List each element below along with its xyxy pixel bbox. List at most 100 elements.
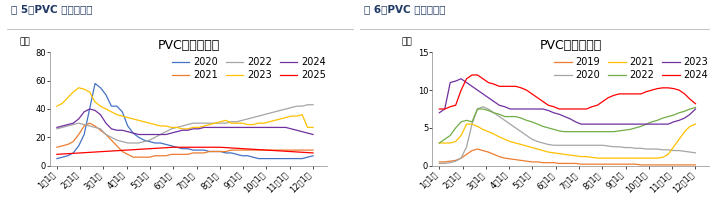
2022 — [227, 120, 235, 123]
2023 — [604, 123, 612, 125]
2022 — [490, 111, 498, 114]
2020 — [91, 82, 99, 85]
2021 — [216, 150, 225, 153]
2019 — [637, 164, 645, 166]
2023 — [123, 116, 132, 119]
2021 — [96, 129, 105, 131]
2020 — [53, 157, 61, 160]
2020 — [102, 94, 111, 96]
2024 — [560, 108, 569, 110]
2021 — [484, 130, 493, 133]
2020 — [271, 157, 279, 160]
Line: 2025: 2025 — [57, 147, 313, 154]
2021 — [292, 149, 301, 151]
2024 — [102, 122, 111, 124]
2023 — [528, 108, 536, 110]
2024 — [309, 133, 317, 136]
2021 — [63, 143, 72, 146]
2022 — [162, 130, 170, 133]
2020 — [74, 145, 83, 147]
2021 — [195, 152, 203, 154]
2024 — [647, 89, 656, 91]
2021 — [620, 157, 629, 159]
2023 — [680, 117, 689, 119]
2020 — [200, 149, 208, 151]
2024 — [227, 126, 235, 129]
2021 — [610, 157, 618, 159]
2022 — [205, 122, 214, 124]
2022 — [232, 120, 241, 123]
2021 — [178, 153, 187, 156]
2022 — [129, 142, 138, 144]
2022 — [303, 103, 312, 106]
2024 — [511, 85, 520, 88]
2020 — [555, 144, 563, 146]
2020 — [86, 108, 94, 110]
2020 — [528, 138, 536, 141]
2020 — [80, 133, 88, 136]
2022 — [566, 130, 575, 133]
2019 — [670, 164, 678, 166]
2021 — [156, 154, 165, 157]
2021 — [265, 149, 274, 151]
2020 — [571, 144, 580, 146]
2024 — [53, 126, 61, 129]
2023 — [195, 126, 203, 129]
2023 — [178, 128, 187, 130]
2019 — [631, 163, 640, 165]
2020 — [451, 160, 460, 162]
2023 — [282, 116, 290, 119]
2019 — [610, 163, 618, 165]
2020 — [626, 146, 635, 149]
2022 — [53, 128, 61, 130]
2020 — [593, 144, 602, 146]
2019 — [478, 149, 487, 152]
2024 — [598, 100, 607, 103]
2021 — [446, 142, 454, 144]
2024 — [680, 93, 689, 95]
2024 — [435, 108, 443, 110]
2019 — [593, 163, 602, 165]
2023 — [287, 115, 295, 117]
2024 — [506, 85, 515, 88]
2024 — [522, 89, 530, 91]
2024 — [145, 133, 154, 136]
2024 — [162, 133, 170, 136]
2021 — [123, 153, 132, 156]
2023 — [522, 108, 530, 110]
Line: 2024: 2024 — [439, 75, 695, 109]
2022 — [511, 115, 520, 118]
2025 — [193, 146, 201, 149]
2024 — [232, 126, 241, 129]
2022 — [615, 130, 623, 132]
2023 — [298, 113, 307, 116]
2023 — [550, 111, 558, 114]
2019 — [598, 163, 607, 165]
2022 — [457, 121, 466, 123]
2022 — [210, 122, 219, 124]
Text: 图 5：PVC 电石法库存: 图 5：PVC 电石法库存 — [11, 4, 92, 14]
Text: 图 6：PVC 乙烯法库存: 图 6：PVC 乙烯法库存 — [364, 4, 445, 14]
2024 — [69, 122, 78, 124]
2023 — [484, 96, 493, 99]
2023 — [674, 119, 683, 122]
2020 — [58, 156, 66, 158]
2020 — [446, 161, 454, 164]
2020 — [107, 105, 116, 107]
2021 — [162, 154, 170, 157]
2019 — [571, 162, 580, 165]
2024 — [205, 126, 214, 129]
2024 — [473, 74, 482, 76]
2019 — [457, 157, 466, 159]
2019 — [495, 155, 503, 158]
2024 — [271, 126, 279, 129]
2021 — [287, 149, 295, 151]
2020 — [222, 152, 230, 154]
Line: 2023: 2023 — [57, 88, 313, 129]
Line: 2022: 2022 — [57, 105, 313, 143]
2021 — [674, 138, 683, 141]
2025 — [99, 150, 108, 153]
2023 — [555, 113, 563, 116]
2022 — [560, 130, 569, 133]
2021 — [276, 149, 284, 151]
